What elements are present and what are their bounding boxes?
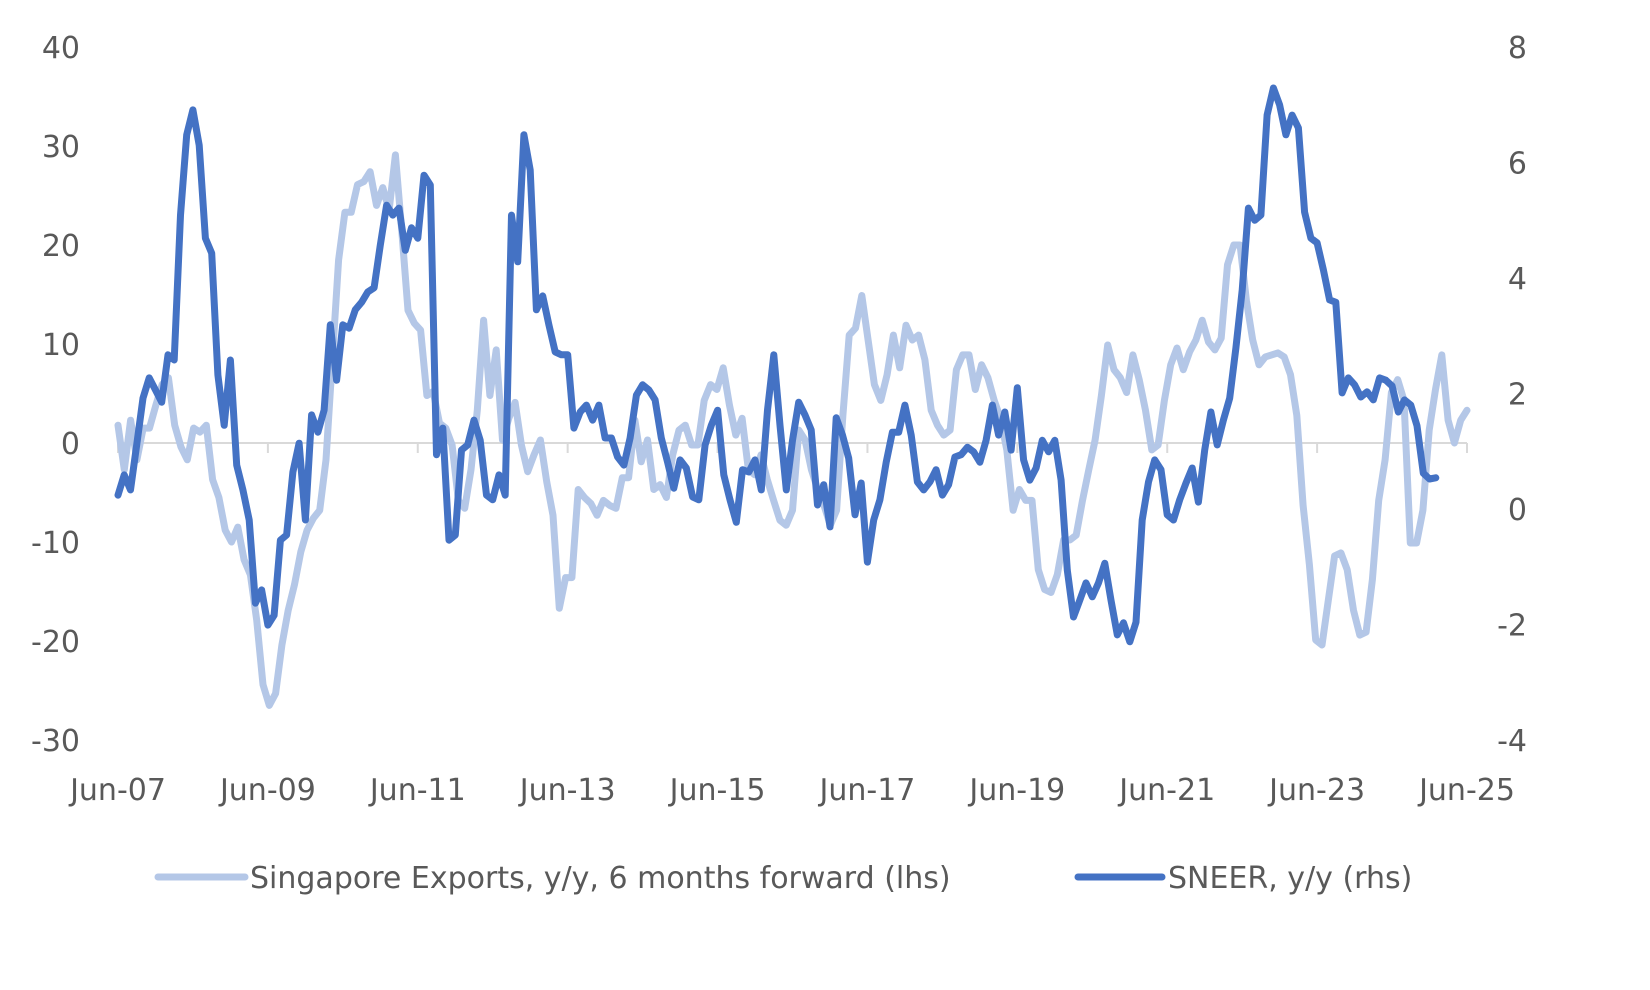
x-tick-label: Jun-21 [1117,773,1215,808]
y-left-tick-label: 0 [61,427,80,462]
y-left-tick-label: 30 [42,130,80,165]
y-right-tick-label: 6 [1508,147,1527,182]
legend-label-exports: Singapore Exports, y/y, 6 months forward… [250,861,951,896]
x-tick-label: Jun-17 [818,773,916,808]
series-line-sneer [114,84,1440,646]
y-left-tick-label: -20 [31,625,80,660]
series-layer [114,84,1471,709]
y-left-tick-label: 20 [42,229,80,264]
y-left-tick-label: 40 [42,31,80,66]
x-tick-label: Jun-07 [68,773,166,808]
y-left-tick-label: -10 [31,526,80,561]
y-left-tick-label: 10 [42,328,80,363]
y-right-tick-label: 2 [1508,378,1527,413]
x-tick-label: Jun-13 [518,773,616,808]
x-tick-label: Jun-15 [668,773,766,808]
legend-label-sneer: SNEER, y/y (rhs) [1168,861,1412,896]
x-tick-label: Jun-23 [1267,773,1365,808]
x-tick-label: Jun-09 [218,773,316,808]
y-right-tick-label: 0 [1508,493,1527,528]
y-right-tick-label: 8 [1508,31,1527,66]
x-tick-label: Jun-25 [1417,773,1515,808]
y-left-tick-label: -30 [31,724,80,759]
y-right-tick-label: -4 [1497,724,1527,759]
y-right-tick-label: 4 [1508,262,1527,297]
x-tick-label: Jun-19 [967,773,1065,808]
legend: Singapore Exports, y/y, 6 months forward… [154,861,1412,896]
y-right-tick-label: -2 [1497,609,1527,644]
x-tick-label: Jun-11 [368,773,466,808]
